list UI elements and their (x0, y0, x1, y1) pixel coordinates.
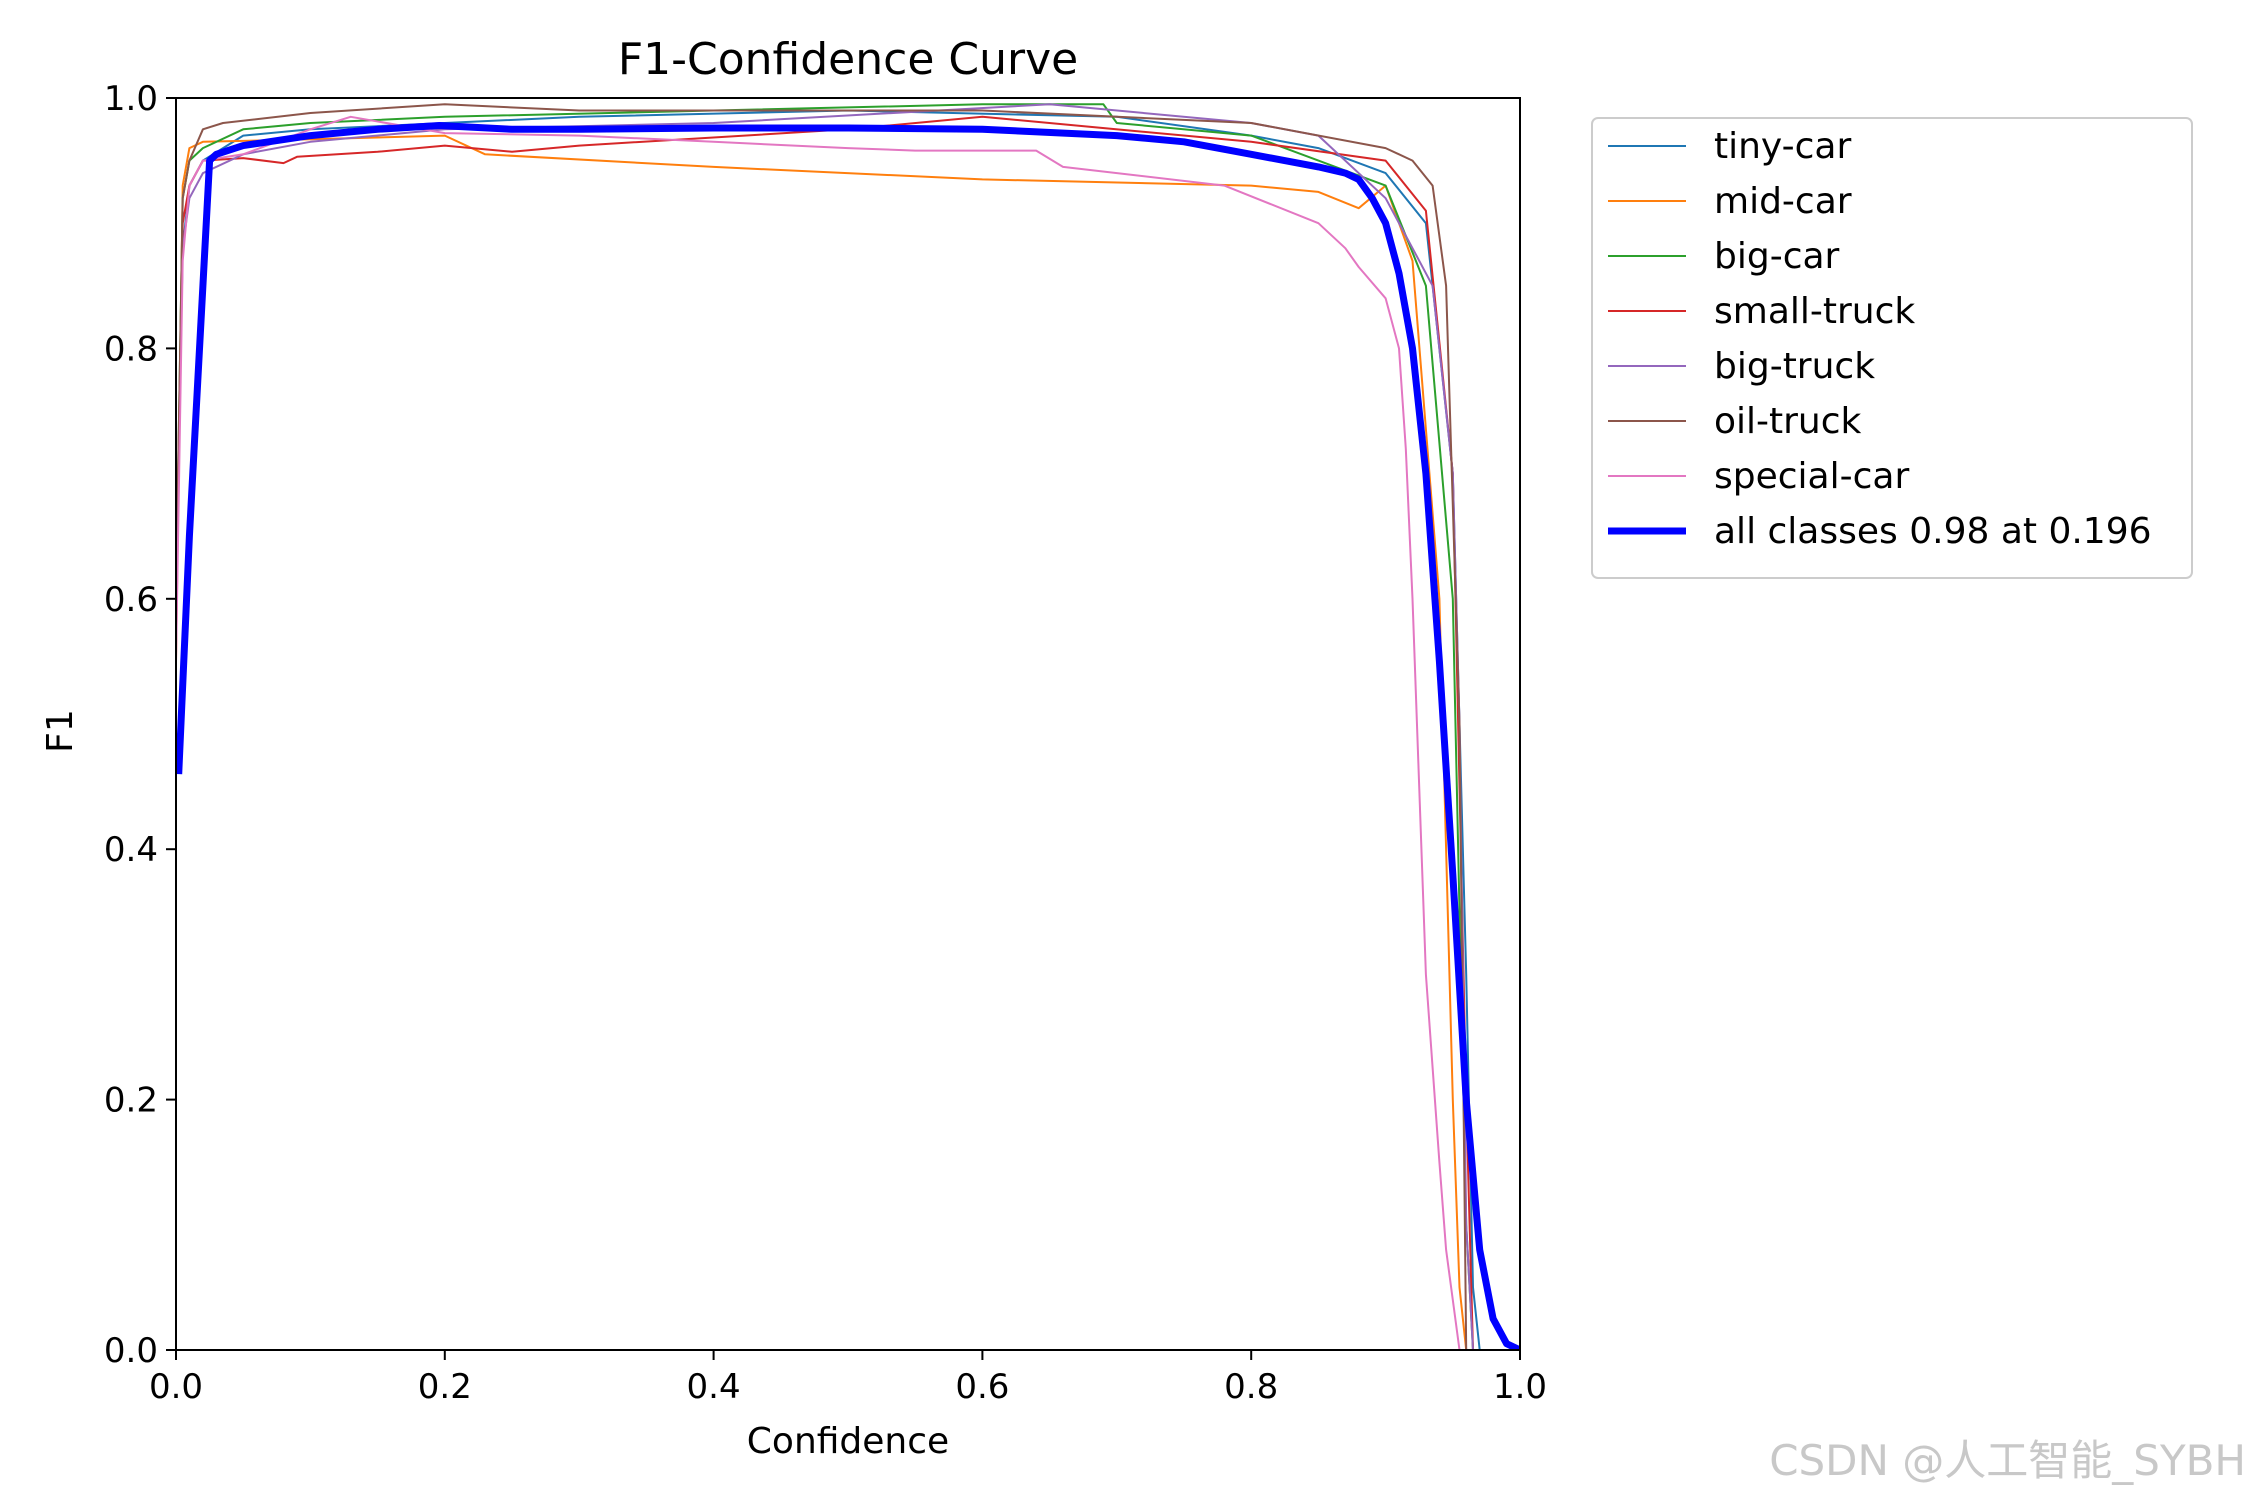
y-tick-label: 0.2 (104, 1081, 158, 1121)
series-line-tiny-car (176, 109, 1481, 1350)
legend-label: big-car (1714, 236, 1840, 277)
chart-title: F1-Confidence Curve (618, 34, 1078, 85)
x-axis-label: Confidence (747, 1421, 949, 1462)
legend-label: big-truck (1714, 346, 1875, 387)
series-layer (176, 103, 1520, 1350)
plot-area (176, 103, 1520, 1350)
legend-label: small-truck (1714, 291, 1915, 332)
series-line-small-truck (176, 115, 1474, 1350)
y-axis-label: F1 (40, 709, 81, 753)
y-tick-label: 0.6 (104, 580, 158, 620)
y-tick-label: 1.0 (104, 79, 158, 119)
x-tick-label: 0.8 (1224, 1367, 1278, 1407)
x-tick-label: 1.0 (1493, 1367, 1547, 1407)
plot-frame (175, 97, 1521, 1351)
series-line-big-car (176, 103, 1474, 1350)
watermark: CSDN @人工智能_SYBH (1769, 1436, 2246, 1485)
x-tick-label: 0.4 (687, 1367, 741, 1407)
x-tick-label: 0.6 (955, 1367, 1009, 1407)
legend-label: mid-car (1714, 181, 1852, 222)
legend-label: tiny-car (1714, 126, 1851, 167)
ticks-layer: 0.0 0.2 0.4 0.6 0.8 1.0 0.0 0.2 0.4 0.6 0.8 1.0 (104, 79, 1547, 1407)
series-line-mid-car (176, 134, 1468, 1350)
series-line-oil-truck (176, 103, 1468, 1350)
y-tick-label: 0.8 (104, 329, 158, 369)
y-tick-label: 0.4 (104, 830, 158, 870)
legend: tiny-car mid-car big-car small-truck big-tru… (1591, 117, 2193, 579)
x-tick-label: 0.0 (149, 1367, 203, 1407)
legend-label: oil-truck (1714, 401, 1862, 442)
legend-label: special-car (1714, 456, 1909, 497)
legend-box (1591, 117, 2193, 579)
x-tick-label: 0.2 (418, 1367, 472, 1407)
legend-label: all classes 0.98 at 0.196 (1714, 511, 2152, 552)
series-line-all-classes-0.98-at-0.196 (176, 122, 1520, 1350)
y-tick-label: 0.0 (104, 1331, 158, 1371)
series-line-special-car (176, 115, 1461, 1350)
series-line-big-truck (176, 103, 1474, 1350)
